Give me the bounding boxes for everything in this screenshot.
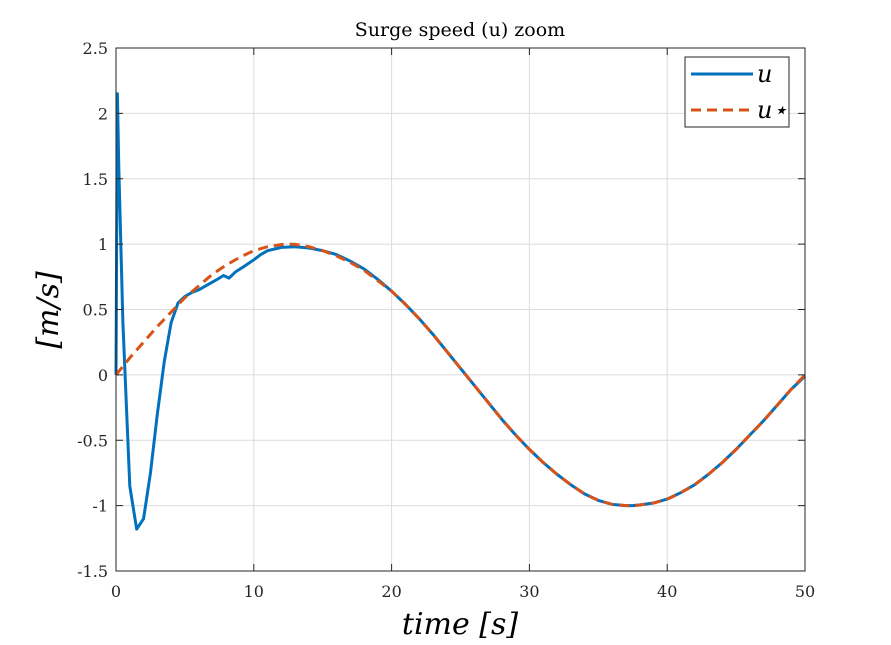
x-tick-label: 10 — [244, 582, 264, 601]
y-tick-label: 0.5 — [83, 301, 108, 320]
x-tick-labels: 0 10 20 30 40 50 — [111, 582, 815, 601]
series-line-u-star — [114, 242, 807, 508]
legend: u u⋆ — [684, 56, 790, 128]
y-tick-label: -0.5 — [77, 431, 108, 450]
y-axis-label: [m/s] — [31, 271, 66, 349]
legend-label-u: u — [757, 60, 772, 88]
x-tick-label: 20 — [381, 582, 401, 601]
legend-box — [684, 56, 790, 128]
legend-label-u-star: u⋆ — [757, 96, 787, 124]
y-tick-label: 1.5 — [83, 170, 108, 189]
axis-ticks — [115, 47, 806, 572]
x-tick-label: 50 — [795, 582, 815, 601]
y-tick-label: -1 — [92, 497, 108, 516]
y-tick-label: 0 — [98, 366, 108, 385]
x-tick-label: 40 — [657, 582, 677, 601]
x-tick-label: 30 — [519, 582, 539, 601]
x-tick-label: 0 — [111, 582, 121, 601]
y-tick-label: 1 — [98, 235, 108, 254]
chart-title: Surge speed (u) zoom — [355, 19, 565, 41]
y-tick-labels: -1.5 -1 -0.5 0 0.5 1 1.5 2 2.5 — [77, 39, 108, 581]
y-tick-label: 2 — [98, 104, 108, 123]
plot-area — [114, 47, 807, 572]
y-tick-label: 2.5 — [83, 39, 108, 58]
x-axis-label: time [s] — [402, 607, 518, 642]
series-layer — [114, 92, 807, 531]
y-tick-label: -1.5 — [77, 562, 108, 581]
